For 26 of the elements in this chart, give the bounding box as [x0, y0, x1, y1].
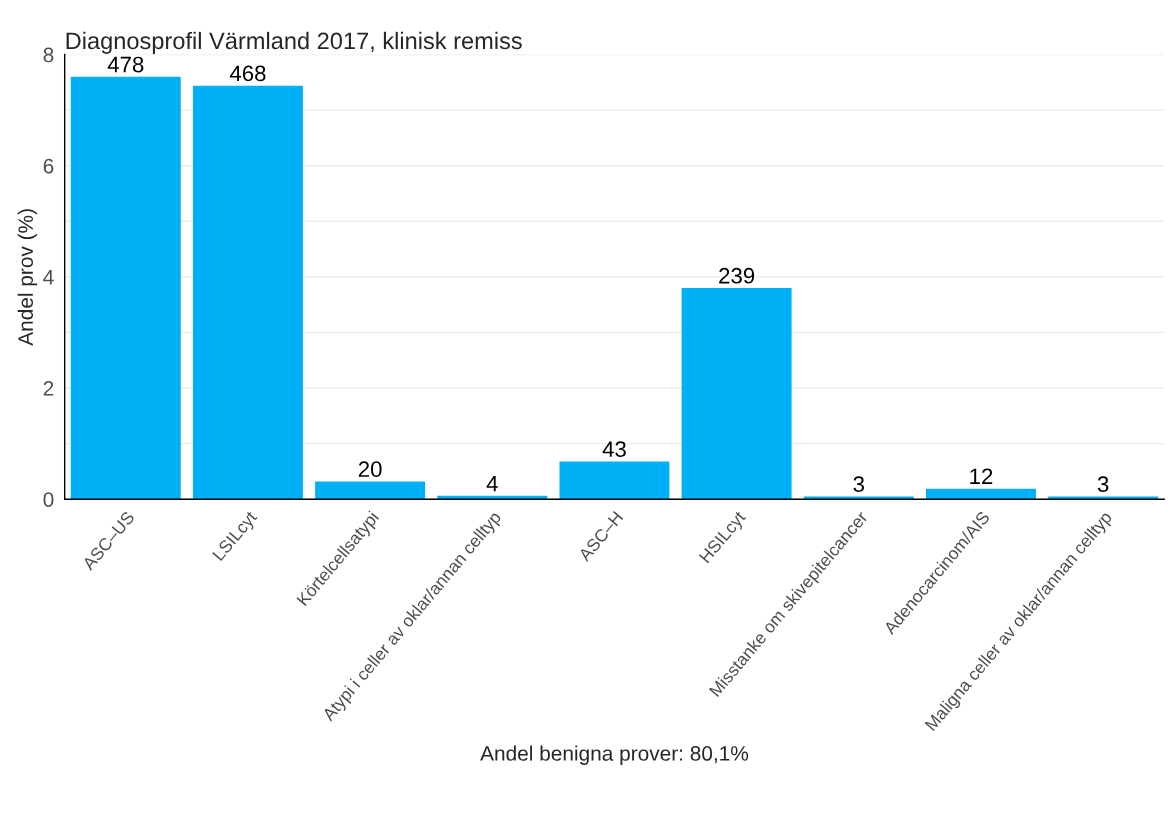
- annotation: 12: [970, 468, 993, 485]
- y-axis-title: Andel prov (%): [17, 209, 38, 346]
- chart-title: Diagnosprofil Värmland 2017, klinisk remiss: [66, 31, 522, 54]
- bar: [192, 85, 303, 500]
- bar: [315, 481, 426, 500]
- annotation: 20: [358, 461, 382, 478]
- annotation: 239: [719, 267, 755, 284]
- bar: [1048, 496, 1159, 500]
- annotation: 4: [486, 475, 498, 492]
- y-tick-label: 8: [43, 47, 54, 63]
- bar: [803, 496, 914, 500]
- y-tick-label: 6: [43, 158, 54, 174]
- annotation: 43: [602, 441, 626, 458]
- annotation: 3: [1097, 476, 1109, 493]
- y-tick-label: 0: [43, 492, 54, 507]
- annotation: 478: [107, 56, 144, 73]
- y-tick-label: 2: [43, 381, 54, 396]
- y-tick-label: 4: [43, 270, 54, 285]
- x-axis-title: Andel benigna prover: 80,1%: [480, 745, 749, 765]
- bar: [926, 488, 1036, 500]
- bar: [681, 287, 792, 500]
- annotation: 468: [229, 65, 266, 82]
- annotation: 3: [853, 476, 865, 493]
- bar: [437, 495, 548, 500]
- bar: [559, 461, 670, 500]
- bar: [70, 76, 181, 500]
